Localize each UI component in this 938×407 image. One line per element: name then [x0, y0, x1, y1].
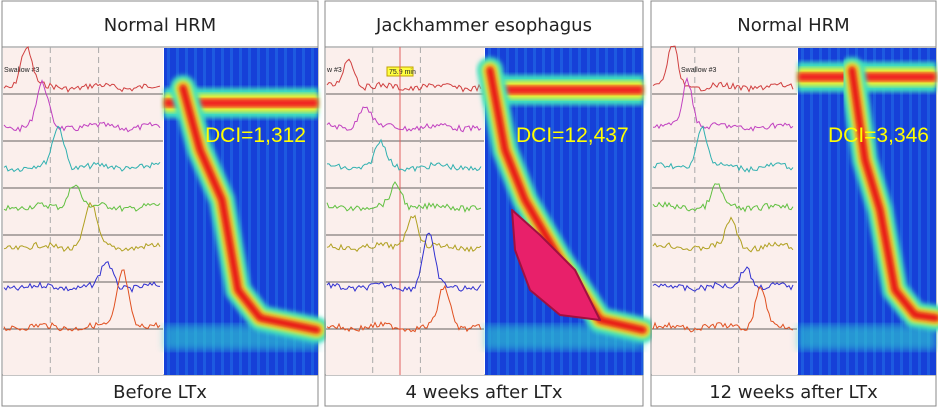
dci-label: DCI=1,312 [205, 124, 306, 147]
contraction-front [848, 66, 938, 322]
topography-stripe [614, 48, 617, 375]
ues-band [485, 85, 643, 95]
topography-stripe [605, 48, 608, 375]
tracing-background [652, 48, 797, 375]
marker-label: 75.9 min [389, 69, 416, 76]
swallow-label: w #3 [326, 67, 342, 74]
pressure-trace [326, 58, 482, 93]
panel-title: Normal HRM [104, 15, 216, 36]
topography-stripe [167, 48, 170, 375]
topography-stripe [275, 48, 278, 375]
topography-stripe [623, 48, 626, 375]
pressure-trace [326, 284, 482, 333]
topography-stripe [176, 48, 179, 375]
pressure-trace [652, 125, 794, 174]
swallow-label: Swallow #3 [681, 67, 717, 74]
topography-stripe [900, 48, 903, 375]
topography-stripe [837, 48, 840, 375]
pressure-trace [3, 184, 161, 213]
topography-stripe [864, 48, 867, 375]
pressure-trace [326, 214, 482, 253]
pressure-trace [652, 183, 794, 213]
pressure-trace [3, 79, 161, 133]
topography-stripe [801, 48, 804, 375]
pressure-trace [652, 286, 794, 333]
topography-stripe [569, 48, 572, 375]
topography-stripe [203, 48, 206, 375]
pressure-trace [326, 106, 482, 133]
topography-stripe [819, 48, 822, 375]
dci-label: DCI=12,437 [516, 124, 629, 147]
pressure-trace [3, 261, 161, 294]
swallow-label: Swallow #3 [4, 67, 40, 74]
topography-stripe [497, 48, 500, 375]
panel-caption: 4 weeks after LTx [405, 382, 562, 403]
topography-stripe [302, 48, 305, 375]
pressure-trace [652, 45, 794, 93]
topography-stripe [641, 48, 644, 375]
high-pressure-zone [511, 209, 601, 321]
pressure-trace [3, 201, 161, 253]
pressure-trace [327, 138, 482, 173]
les-band [798, 325, 936, 350]
pressure-trace [652, 216, 794, 253]
topography-stripe [810, 48, 813, 375]
topography-stripe [927, 48, 930, 375]
topography-stripe [284, 48, 287, 375]
topography-stripe [257, 48, 260, 375]
topography-stripe [248, 48, 251, 375]
pressure-trace [326, 232, 482, 293]
topography-stripe [311, 48, 314, 375]
topography-stripe [596, 48, 599, 375]
topography-stripe [918, 48, 921, 375]
contraction-front [486, 66, 647, 334]
panel-caption: 12 weeks after LTx [709, 382, 878, 403]
dci-label: DCI=3,346 [828, 124, 929, 147]
tracing-background [3, 48, 163, 375]
topography-stripe [828, 48, 831, 375]
topography-stripe [587, 48, 590, 375]
ues-band [798, 72, 936, 82]
pressure-trace [326, 181, 482, 213]
topography-stripe [266, 48, 269, 375]
ues-band [164, 98, 318, 108]
pressure-trace [3, 269, 161, 332]
topography-stripe [855, 48, 858, 375]
contraction-front [179, 84, 321, 334]
panel-title: Normal HRM [737, 15, 849, 36]
topography-stripe [578, 48, 581, 375]
topography-stripe [194, 48, 197, 375]
panel-caption: Before LTx [113, 382, 207, 403]
topography-stripe [185, 48, 188, 375]
panel-title: Jackhammer esophagus [375, 15, 592, 36]
topography-stripe [846, 48, 849, 375]
topography-stripe [632, 48, 635, 375]
topography-stripe [515, 48, 518, 375]
topography-stripe [239, 48, 242, 375]
topography-stripe [551, 48, 554, 375]
pressure-trace [652, 76, 794, 132]
topography-stripe [488, 48, 491, 375]
topography-stripe [506, 48, 509, 375]
pressure-trace [3, 125, 161, 173]
pressure-trace [3, 45, 161, 93]
topography-stripe [909, 48, 912, 375]
pressure-trace [652, 266, 794, 292]
topography-stripe [560, 48, 563, 375]
tracing-background [326, 48, 484, 375]
topography-stripe [293, 48, 296, 375]
